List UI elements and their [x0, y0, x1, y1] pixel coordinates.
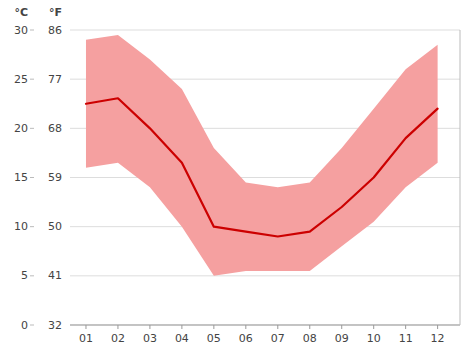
mean-line: [86, 98, 438, 236]
y2-tick: [30, 30, 34, 31]
y-tick-label: 77: [48, 73, 62, 86]
y2-tick-label: 30: [14, 24, 28, 37]
y-tick-label: 68: [48, 122, 62, 135]
plot-area: [86, 35, 438, 276]
y2-tick-label: 0: [21, 319, 28, 332]
x-tick: [277, 325, 278, 329]
y2-axis-label: °C: [14, 6, 28, 19]
x-tick-label: 10: [367, 332, 381, 345]
y2-tick: [30, 275, 34, 276]
x-tick: [117, 325, 118, 329]
y2-tick: [30, 226, 34, 227]
x-tick-label: 05: [207, 332, 221, 345]
x-tick: [149, 325, 150, 329]
y2-tick: [30, 177, 34, 178]
x-tick: [437, 325, 438, 329]
x-tick-label: 03: [143, 332, 157, 345]
x-tick: [181, 325, 182, 329]
y2-tick-label: 25: [14, 73, 28, 86]
grid-line: [70, 325, 460, 326]
y-tick-label: 41: [48, 269, 62, 282]
x-tick-label: 12: [431, 332, 445, 345]
y-axis-label: °F: [49, 6, 62, 19]
x-tick-label: 09: [335, 332, 349, 345]
chart: 32415059687786051015202530°F°C0102030405…: [0, 0, 474, 355]
y2-tick-label: 10: [14, 220, 28, 233]
x-tick-label: 04: [175, 332, 189, 345]
x-tick: [405, 325, 406, 329]
x-tick: [213, 325, 214, 329]
x-tick: [309, 325, 310, 329]
range-band: [86, 35, 438, 276]
y2-tick-label: 15: [14, 171, 28, 184]
x-axis-line: [70, 325, 460, 326]
x-tick-label: 07: [271, 332, 285, 345]
x-tick: [245, 325, 246, 329]
y2-tick-label: 5: [21, 269, 28, 282]
y2-tick: [30, 79, 34, 80]
y-tick-label: 50: [48, 220, 62, 233]
y-tick-label: 59: [48, 171, 62, 184]
y2-tick-label: 20: [14, 122, 28, 135]
x-tick: [341, 325, 342, 329]
x-tick-label: 11: [399, 332, 413, 345]
x-tick: [373, 325, 374, 329]
x-tick-label: 01: [79, 332, 93, 345]
x-tick-label: 02: [111, 332, 125, 345]
grid-line: [70, 30, 460, 31]
y-tick-label: 32: [48, 319, 62, 332]
right-axis-line: [460, 30, 461, 325]
grid-line: [70, 275, 460, 276]
x-tick-label: 08: [303, 332, 317, 345]
x-tick-label: 06: [239, 332, 253, 345]
y2-tick: [30, 128, 34, 129]
y2-tick: [30, 325, 34, 326]
x-tick: [85, 325, 86, 329]
grid: [70, 30, 460, 325]
y-tick-label: 86: [48, 24, 62, 37]
